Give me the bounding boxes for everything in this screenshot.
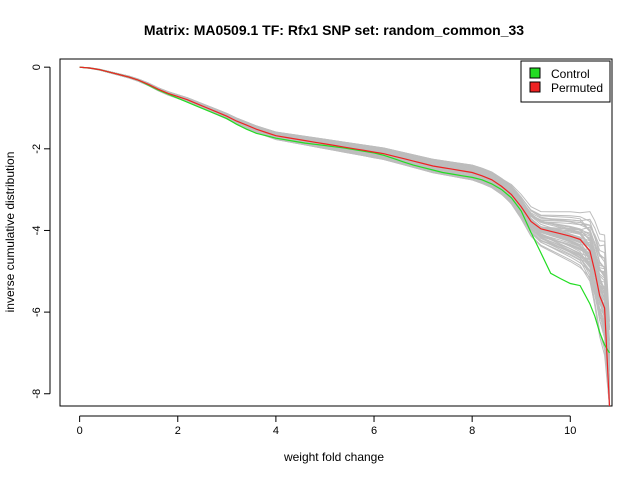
y-tick-label: 0 — [31, 64, 43, 70]
permutation-line — [79, 66, 610, 407]
permutation-line — [79, 66, 610, 407]
permutation-line — [79, 66, 610, 407]
permutation-line — [79, 66, 610, 407]
permutation-line — [79, 66, 610, 355]
y-axis-label: inverse cumulative distribution — [3, 152, 17, 313]
legend-label-permuted: Permuted — [551, 81, 603, 95]
x-tick-label: 0 — [77, 425, 83, 437]
permutation-line — [79, 66, 610, 407]
permutation-line — [79, 66, 610, 407]
series-line-control — [79, 66, 611, 354]
permutation-line — [79, 66, 610, 322]
chart-title: Matrix: MA0509.1 TF: Rfx1 SNP set: rando… — [144, 22, 524, 38]
permutation-line — [79, 66, 610, 407]
x-tick-label: 6 — [371, 425, 377, 437]
permutation-line — [79, 66, 610, 407]
legend-label-control: Control — [551, 67, 590, 81]
permutation-line — [79, 66, 610, 406]
permutation-line — [79, 66, 610, 405]
x-tick-label: 10 — [564, 425, 576, 437]
y-tick-label: -4 — [31, 226, 43, 236]
series-line-permuted — [79, 66, 611, 407]
permutation-line — [79, 66, 610, 407]
permutation-line — [79, 66, 610, 407]
permutation-line — [79, 66, 610, 354]
x-tick-label: 8 — [469, 425, 475, 437]
series-lines — [79, 66, 611, 407]
permutation-line — [79, 66, 610, 407]
permutation-line — [79, 66, 610, 407]
y-axis: 0 -2 -4 -6 -8 — [31, 64, 51, 399]
permutation-line — [79, 66, 610, 407]
permutation-line — [79, 66, 610, 341]
permutation-line — [79, 66, 610, 407]
permutation-line — [79, 66, 610, 328]
x-tick-label: 4 — [273, 425, 279, 437]
x-tick-label: 2 — [175, 425, 181, 437]
permutation-line — [79, 66, 610, 407]
permutation-line — [79, 66, 610, 384]
permutation-line — [79, 66, 610, 405]
permutation-line — [79, 66, 610, 407]
permutation-line — [79, 66, 610, 407]
permutation-line — [79, 66, 610, 407]
permutation-lines — [79, 66, 610, 407]
y-tick-label: -6 — [31, 307, 43, 317]
permutation-line — [79, 66, 610, 407]
permutation-line — [79, 66, 610, 407]
x-axis-label: weight fold change — [283, 450, 384, 464]
permutation-line — [79, 66, 610, 406]
permutation-line — [79, 66, 610, 330]
x-axis: 0 2 4 6 8 10 — [77, 415, 576, 437]
plot-frame — [59, 58, 613, 407]
legend-swatch-permuted — [529, 81, 541, 93]
legend: Control Permuted — [520, 60, 611, 103]
y-tick-label: -8 — [31, 389, 43, 399]
y-tick-label: -2 — [31, 144, 43, 154]
legend-swatch-control — [529, 67, 541, 79]
